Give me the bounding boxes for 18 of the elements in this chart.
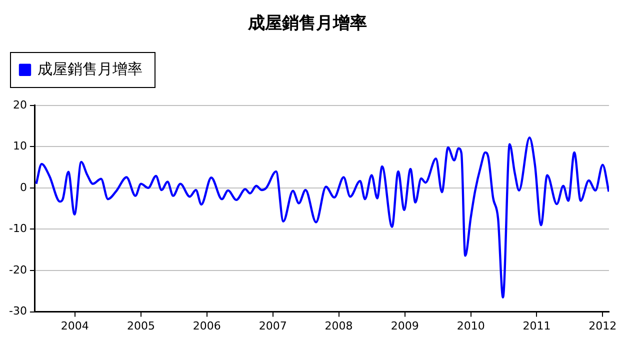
x-tick-label: 2010 — [456, 319, 485, 332]
x-tick-label: 2011 — [522, 319, 551, 332]
x-tick-label: 2004 — [60, 319, 89, 332]
legend-label: 成屋銷售月增率 — [38, 60, 142, 78]
x-tick-label: 2012 — [588, 319, 617, 332]
x-tick-label: 2006 — [192, 319, 221, 332]
y-tick-label: -20 — [9, 263, 27, 276]
y-tick-label: -30 — [9, 304, 27, 318]
y-tick-label: 10 — [12, 140, 27, 153]
y-tick-label: 20 — [12, 98, 27, 112]
y-tick-label: 0 — [20, 180, 27, 194]
y-tick-label: -10 — [9, 222, 27, 236]
x-tick-label: 2009 — [390, 319, 419, 332]
x-tick-label: 2007 — [258, 319, 287, 332]
line-series — [35, 136, 609, 298]
chart-title: 成屋銷售月增率 — [247, 14, 367, 34]
x-tick-label: 2005 — [126, 319, 155, 332]
x-tick-label: 2008 — [324, 319, 353, 332]
